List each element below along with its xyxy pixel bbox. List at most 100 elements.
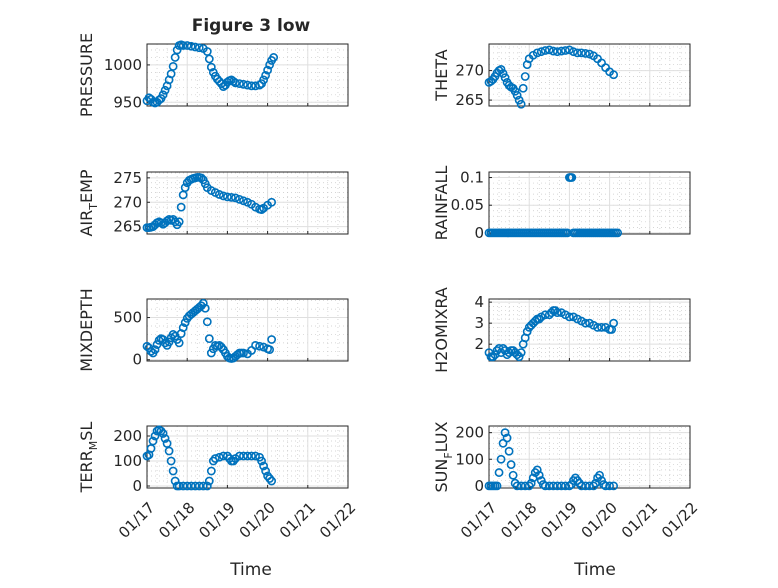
x-tick-label: 01/20	[236, 499, 279, 542]
data-point	[204, 334, 214, 344]
data-point	[196, 173, 206, 183]
data-point	[158, 90, 168, 100]
data-point	[508, 470, 518, 480]
data-point	[243, 80, 252, 90]
y-axis-label-tail: EMP	[77, 169, 96, 203]
data-point	[178, 481, 188, 491]
y-axis-label: TERRMSL	[77, 422, 100, 494]
series-markers	[484, 428, 619, 491]
data-point	[536, 47, 546, 57]
data-point	[257, 205, 266, 214]
data-point	[164, 446, 174, 456]
data-point	[601, 481, 610, 491]
y-axis-label: THETA	[432, 49, 451, 101]
y-tick-label: 0.05	[451, 196, 484, 214]
y-tick-label: 4	[474, 293, 484, 311]
y-axis-label-subscript: T	[87, 203, 100, 211]
y-tick-label: 2	[474, 335, 484, 353]
data-point	[504, 446, 514, 456]
data-point	[500, 73, 510, 83]
data-point	[204, 476, 214, 486]
y-tick-label: 200	[455, 424, 484, 442]
data-point	[267, 197, 277, 207]
data-point	[180, 318, 190, 328]
data-point	[514, 95, 524, 105]
data-point	[202, 317, 212, 327]
data-point	[247, 81, 256, 91]
y-axis-label-main: SUN	[432, 459, 451, 493]
y-axis-label-main: AIR	[77, 210, 96, 237]
x-axis-label-left: Time	[229, 560, 272, 580]
data-point	[510, 86, 520, 96]
data-point	[160, 434, 170, 443]
data-point	[174, 481, 184, 491]
data-point	[148, 436, 158, 446]
panel-mixdepth: 0 500 MIXDEPTH	[77, 288, 349, 372]
data-point	[518, 83, 528, 93]
data-point	[206, 62, 216, 72]
data-point	[556, 481, 566, 491]
data-point	[526, 478, 536, 488]
axes-box	[146, 171, 349, 235]
data-point	[243, 451, 252, 461]
data-point	[552, 308, 562, 318]
y-axis-label: PRESSURE	[77, 33, 96, 117]
data-point	[210, 454, 220, 463]
y-tick-label: 0	[474, 477, 484, 495]
series-markers	[484, 306, 619, 362]
data-point	[150, 431, 160, 441]
data-point	[516, 481, 526, 491]
panel-rainfall: 0 0.05 0.1 RAINFALL	[432, 166, 691, 242]
y-axis-label: H2OMIXRA	[432, 287, 451, 373]
data-point	[178, 323, 188, 333]
y-tick-label: 950	[113, 93, 142, 111]
data-point	[540, 481, 550, 491]
data-point	[496, 454, 506, 464]
data-point	[532, 465, 542, 475]
data-point	[259, 461, 268, 471]
data-point	[269, 53, 279, 62]
data-point	[190, 42, 200, 52]
data-point	[569, 47, 578, 57]
data-point	[180, 183, 190, 193]
data-point	[251, 340, 260, 350]
data-point	[235, 194, 244, 204]
data-point	[585, 49, 594, 59]
data-point	[516, 348, 526, 357]
data-point	[261, 70, 270, 80]
series-markers	[142, 425, 277, 491]
x-tick-label: 01/17	[457, 499, 500, 542]
data-point	[548, 481, 558, 491]
data-point	[492, 481, 502, 491]
data-point	[577, 481, 586, 491]
data-point	[202, 481, 212, 491]
data-point	[565, 312, 574, 322]
data-point	[565, 45, 574, 55]
x-tick-label: 01/22	[658, 499, 701, 542]
y-axis-label-tail: LUX	[432, 421, 451, 452]
x-axis-label-right: Time	[573, 560, 616, 580]
y-axis-label-main: TERR	[77, 450, 96, 493]
data-point	[150, 345, 160, 355]
data-point	[522, 327, 532, 336]
x-tick-label: 01/17	[115, 499, 158, 542]
data-point	[257, 456, 266, 466]
y-axis-label: MIXDEPTH	[77, 288, 96, 371]
data-point	[204, 54, 214, 64]
figure-title: Figure 3 low	[192, 16, 311, 36]
data-point	[200, 303, 210, 313]
x-tick-label: 01/18	[155, 499, 198, 542]
data-point	[174, 217, 184, 227]
data-point	[593, 322, 602, 332]
data-point	[512, 481, 522, 491]
data-point	[166, 456, 176, 466]
data-point	[239, 451, 248, 461]
data-point	[160, 85, 170, 95]
data-point	[581, 49, 590, 58]
x-tick-label: 01/20	[578, 499, 621, 542]
y-tick-label: 0.1	[460, 169, 484, 187]
data-point	[239, 348, 248, 358]
data-point	[560, 46, 570, 55]
axes-box	[488, 298, 691, 362]
